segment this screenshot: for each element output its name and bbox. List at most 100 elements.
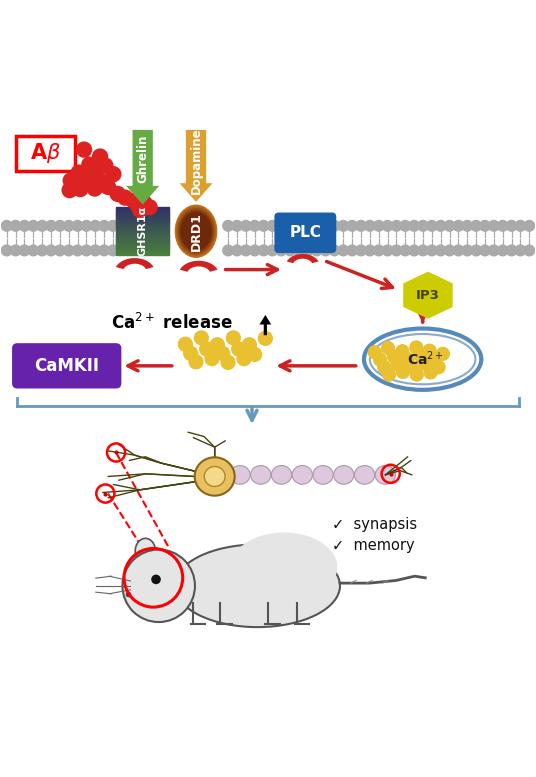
Ellipse shape (178, 208, 214, 254)
Bar (116, 243, 169, 246)
Circle shape (130, 197, 145, 212)
Text: Ca$^{2+}$ release: Ca$^{2+}$ release (111, 313, 233, 333)
Text: Gaq: Gaq (294, 262, 311, 271)
Circle shape (241, 245, 251, 256)
Polygon shape (116, 258, 153, 269)
Ellipse shape (204, 466, 225, 486)
Text: ✓  synapsis: ✓ synapsis (332, 517, 417, 532)
Circle shape (258, 332, 272, 345)
Circle shape (81, 221, 92, 231)
Circle shape (87, 165, 102, 180)
Circle shape (110, 186, 125, 201)
Circle shape (90, 245, 101, 256)
Ellipse shape (178, 210, 213, 253)
Circle shape (90, 221, 101, 231)
Ellipse shape (271, 465, 292, 484)
Circle shape (81, 245, 92, 256)
Circle shape (258, 221, 269, 231)
Circle shape (311, 221, 322, 231)
Bar (116, 218, 169, 221)
Ellipse shape (364, 329, 481, 390)
Text: Gaq: Gaq (190, 271, 207, 280)
Circle shape (435, 245, 446, 256)
Circle shape (415, 350, 427, 362)
Circle shape (78, 174, 93, 189)
Circle shape (10, 245, 21, 256)
Circle shape (471, 245, 481, 256)
Circle shape (117, 190, 132, 205)
Circle shape (232, 221, 242, 231)
Circle shape (19, 221, 30, 231)
Ellipse shape (178, 209, 214, 253)
Ellipse shape (176, 207, 215, 256)
Circle shape (423, 344, 436, 357)
Bar (116, 245, 169, 248)
Circle shape (488, 245, 499, 256)
Circle shape (418, 245, 428, 256)
Ellipse shape (230, 465, 250, 484)
Text: IP3: IP3 (416, 289, 440, 301)
Circle shape (391, 245, 402, 256)
Text: Gaq: Gaq (126, 269, 143, 277)
Ellipse shape (181, 211, 212, 251)
Circle shape (410, 341, 422, 354)
Circle shape (221, 355, 235, 369)
Ellipse shape (176, 206, 217, 256)
Text: ✓  memory: ✓ memory (332, 538, 415, 553)
Circle shape (506, 221, 517, 231)
Circle shape (444, 245, 455, 256)
Circle shape (329, 245, 340, 256)
Circle shape (28, 221, 39, 231)
Bar (116, 238, 169, 240)
Circle shape (37, 221, 48, 231)
Ellipse shape (175, 205, 217, 257)
FancyBboxPatch shape (274, 213, 336, 253)
Bar (116, 239, 169, 242)
Circle shape (338, 245, 348, 256)
Text: GHSR1α: GHSR1α (138, 206, 148, 256)
Ellipse shape (354, 465, 375, 484)
Ellipse shape (176, 206, 216, 256)
Circle shape (195, 331, 209, 345)
Bar (116, 234, 169, 236)
Circle shape (427, 221, 437, 231)
Circle shape (294, 245, 304, 256)
Ellipse shape (251, 465, 271, 484)
Circle shape (382, 342, 394, 354)
Circle shape (462, 245, 473, 256)
Circle shape (2, 221, 12, 231)
Circle shape (87, 181, 102, 196)
Circle shape (347, 245, 358, 256)
Bar (116, 228, 169, 230)
Circle shape (223, 221, 234, 231)
Circle shape (46, 221, 56, 231)
Text: Ghrelin: Ghrelin (136, 135, 149, 183)
Circle shape (237, 352, 251, 365)
Polygon shape (287, 254, 318, 263)
Bar (116, 232, 169, 234)
Circle shape (391, 358, 404, 371)
Bar (116, 251, 169, 253)
Circle shape (72, 221, 83, 231)
Circle shape (200, 342, 214, 356)
Circle shape (383, 368, 396, 381)
Polygon shape (180, 261, 218, 272)
Ellipse shape (179, 210, 213, 253)
Circle shape (515, 245, 526, 256)
Text: CaMKII: CaMKII (34, 357, 99, 375)
Text: PLC: PLC (289, 225, 321, 240)
Circle shape (151, 575, 161, 584)
Bar (16, 136, 75, 171)
Circle shape (524, 245, 534, 256)
Text: DRD1: DRD1 (190, 212, 203, 251)
Bar (116, 249, 169, 251)
Circle shape (189, 355, 203, 369)
Circle shape (374, 245, 384, 256)
Circle shape (10, 221, 21, 231)
Circle shape (378, 361, 391, 374)
Circle shape (320, 245, 331, 256)
Circle shape (108, 221, 118, 231)
Circle shape (178, 337, 192, 351)
Circle shape (401, 353, 414, 365)
Bar (116, 222, 169, 225)
